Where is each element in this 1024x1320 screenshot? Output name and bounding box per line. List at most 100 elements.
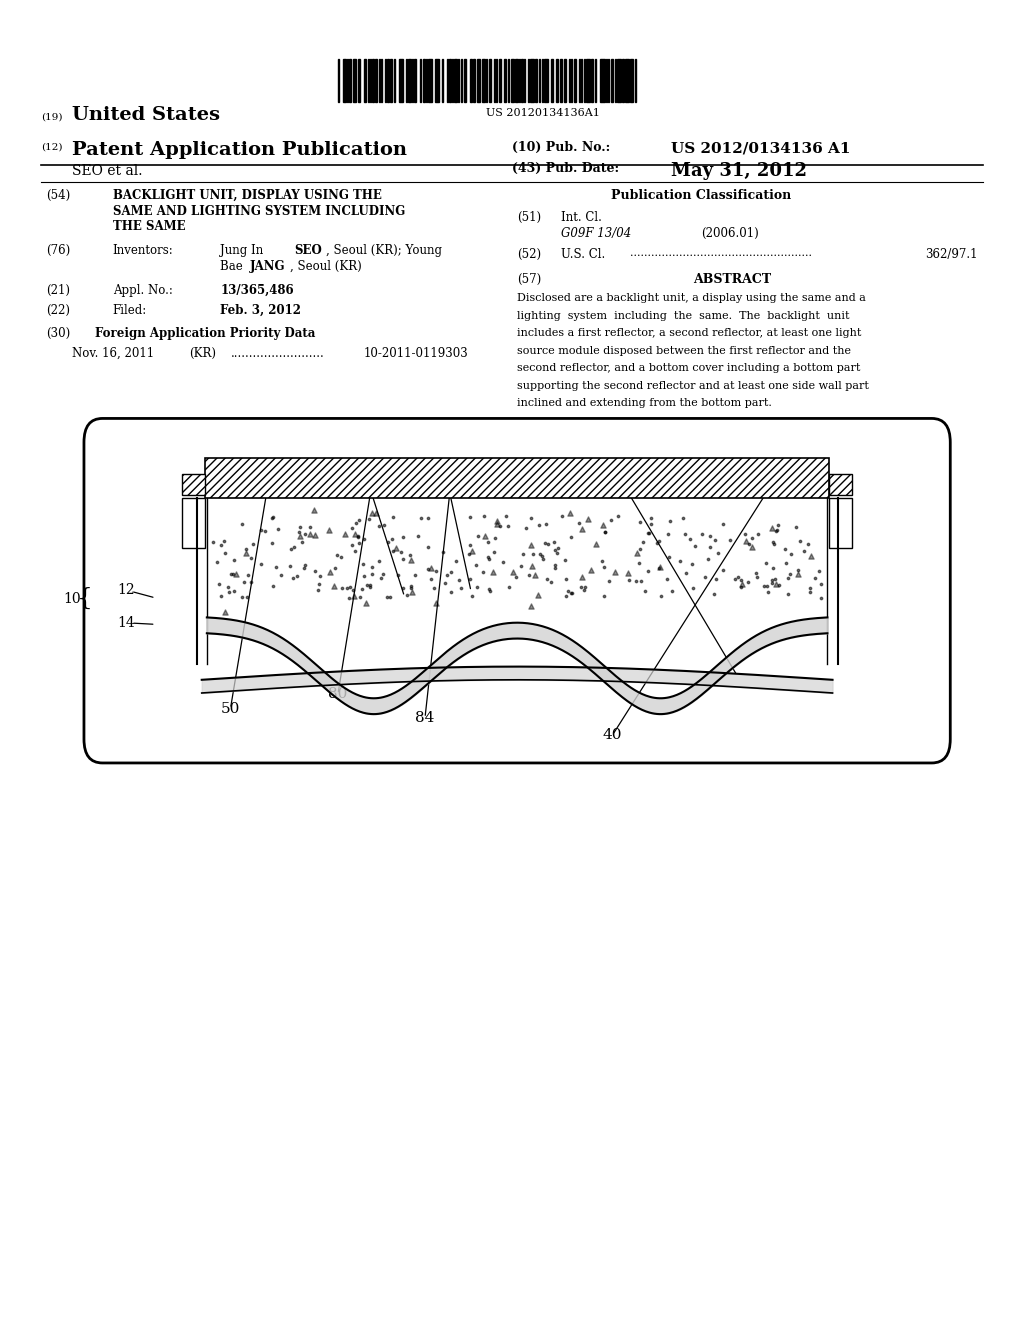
Bar xyxy=(358,59,359,102)
Point xyxy=(766,533,782,554)
Point xyxy=(264,507,281,528)
Text: (21): (21) xyxy=(46,284,70,297)
Text: , Seoul (KR): , Seoul (KR) xyxy=(290,260,361,273)
Point xyxy=(779,568,796,589)
Point xyxy=(312,566,329,587)
Bar xyxy=(343,59,346,102)
Bar xyxy=(515,59,518,102)
Text: 14: 14 xyxy=(118,616,135,630)
Bar xyxy=(455,59,457,102)
Bar xyxy=(182,474,205,495)
Point xyxy=(476,506,493,527)
Point xyxy=(708,529,724,550)
Point xyxy=(355,565,372,586)
Point xyxy=(345,579,361,601)
Point xyxy=(696,566,713,587)
Point xyxy=(764,570,780,591)
Point xyxy=(787,516,804,537)
Text: JANG: JANG xyxy=(250,260,286,273)
Point xyxy=(530,585,547,606)
Bar xyxy=(415,59,416,102)
Point xyxy=(631,552,647,573)
Point xyxy=(743,537,760,558)
Point xyxy=(769,519,785,540)
Point xyxy=(663,511,679,532)
Bar xyxy=(595,59,596,102)
Point xyxy=(521,564,538,585)
Text: US 2012/0134136 A1: US 2012/0134136 A1 xyxy=(671,141,850,156)
Point xyxy=(437,572,454,593)
Point xyxy=(622,570,638,591)
Point xyxy=(743,528,760,549)
Point xyxy=(464,540,480,561)
Point xyxy=(350,532,367,553)
Point xyxy=(715,560,731,581)
Bar xyxy=(635,59,636,102)
Point xyxy=(302,516,318,537)
Point xyxy=(453,578,469,599)
Point xyxy=(583,558,599,579)
Point xyxy=(376,515,392,536)
Bar xyxy=(368,59,369,102)
Bar xyxy=(536,59,537,102)
Point xyxy=(428,560,444,581)
Point xyxy=(434,541,451,562)
Point xyxy=(209,550,225,572)
Bar xyxy=(614,59,615,102)
Bar xyxy=(591,59,593,102)
Bar xyxy=(387,59,388,102)
Point xyxy=(362,577,379,598)
Point xyxy=(537,533,553,554)
Text: (76): (76) xyxy=(46,244,71,257)
Point xyxy=(538,513,554,535)
Point xyxy=(596,586,612,607)
Text: 13/365,486: 13/365,486 xyxy=(220,284,294,297)
Point xyxy=(779,583,796,605)
Bar xyxy=(508,59,509,102)
Point xyxy=(297,524,313,545)
Point xyxy=(321,520,337,541)
Point xyxy=(664,581,680,602)
Text: (57): (57) xyxy=(517,273,542,286)
Point xyxy=(629,570,645,591)
Text: 70: 70 xyxy=(603,459,622,473)
Text: G09F 13/04: G09F 13/04 xyxy=(561,227,632,240)
Text: 10-2011-0119303: 10-2011-0119303 xyxy=(364,347,468,360)
Point xyxy=(635,532,651,553)
Point xyxy=(398,585,415,606)
Bar xyxy=(420,59,421,102)
Point xyxy=(750,524,766,545)
Point xyxy=(329,545,345,566)
Point xyxy=(439,565,456,586)
Point xyxy=(394,578,411,599)
Point xyxy=(485,561,502,582)
Point xyxy=(226,549,243,570)
Text: Disclosed are a backlight unit, a display using the same and a: Disclosed are a backlight unit, a displa… xyxy=(517,293,866,304)
Text: 12: 12 xyxy=(118,583,135,597)
Point xyxy=(480,549,497,570)
Point xyxy=(257,520,273,541)
Point xyxy=(442,562,459,583)
Point xyxy=(649,532,666,553)
Point xyxy=(687,536,703,557)
Point xyxy=(423,569,439,590)
Point xyxy=(264,507,281,528)
Bar xyxy=(441,59,442,102)
Point xyxy=(263,533,280,554)
Text: Filed:: Filed: xyxy=(113,304,146,317)
Text: SAME AND LIGHTING SYSTEM INCLUDING: SAME AND LIGHTING SYSTEM INCLUDING xyxy=(113,205,404,218)
Point xyxy=(291,521,307,543)
Bar xyxy=(349,59,350,102)
Point xyxy=(449,550,465,572)
Point xyxy=(523,556,540,577)
Point xyxy=(597,521,613,543)
Point xyxy=(289,566,305,587)
Point xyxy=(227,564,244,585)
Point xyxy=(495,552,511,573)
Point xyxy=(462,535,478,556)
Bar xyxy=(412,59,413,102)
Point xyxy=(470,525,486,546)
Point xyxy=(410,525,426,546)
Point xyxy=(570,513,587,535)
Point xyxy=(505,562,521,583)
